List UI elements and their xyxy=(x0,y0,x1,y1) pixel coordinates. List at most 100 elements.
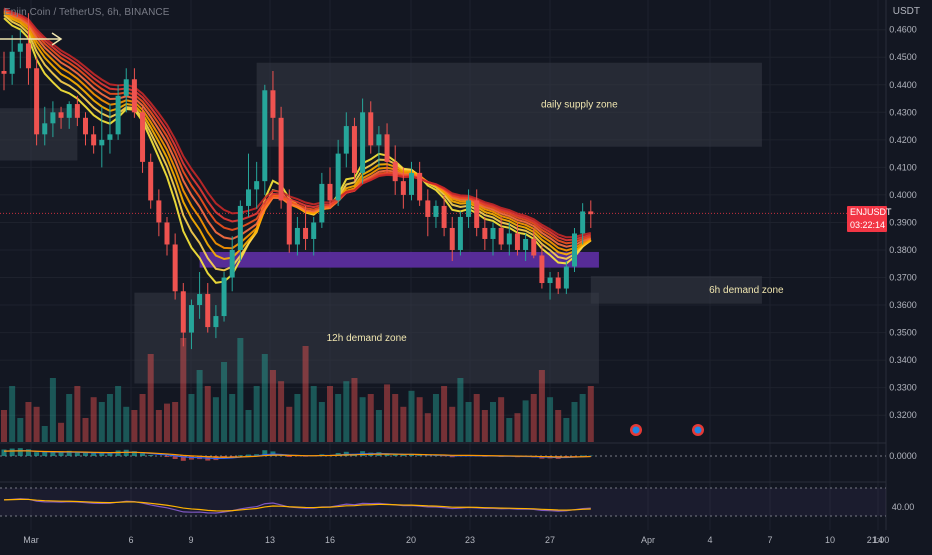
candle-body xyxy=(42,123,47,134)
candle-body xyxy=(442,206,447,228)
candle-body xyxy=(466,200,471,217)
candle-body xyxy=(10,52,15,74)
x-axis-tick-label: Apr xyxy=(641,535,655,545)
candle-body xyxy=(205,294,210,327)
candle-body xyxy=(303,228,308,239)
volume-bar xyxy=(9,386,15,442)
volume-bar xyxy=(449,407,455,442)
candle-body xyxy=(262,90,267,181)
x-axis-tick-label: Mar xyxy=(23,535,39,545)
candle-body xyxy=(91,134,96,145)
candle-body xyxy=(18,43,23,51)
candle-body xyxy=(230,250,235,278)
volume-bar xyxy=(17,418,23,442)
volume-bar xyxy=(514,413,520,442)
candle-body xyxy=(499,228,504,245)
volume-bar xyxy=(531,394,537,442)
candle-body xyxy=(197,294,202,305)
candle-body xyxy=(507,233,512,244)
y-axis-tick-label: 0.3900 xyxy=(889,217,917,227)
volume-bar xyxy=(539,370,545,442)
volume-bar xyxy=(188,394,194,442)
candle-body xyxy=(50,112,55,123)
candle-body xyxy=(83,118,88,135)
x-axis-tick-label: 23 xyxy=(465,535,475,545)
volume-bar xyxy=(34,407,40,442)
candle-body xyxy=(531,239,536,256)
volume-bar xyxy=(433,394,439,442)
oscillator-histogram-bar xyxy=(2,450,7,456)
oscillator-histogram-bar xyxy=(401,455,406,456)
candle-body xyxy=(425,200,430,217)
candle-body xyxy=(515,233,520,250)
purple-zone xyxy=(200,252,599,268)
volume-bar xyxy=(99,402,105,442)
candle-body xyxy=(189,305,194,333)
candle-body xyxy=(588,211,593,214)
y-axis-tick-label: 0.4200 xyxy=(889,135,917,145)
volume-bar xyxy=(58,423,64,442)
candle-body xyxy=(336,154,341,201)
candle-body xyxy=(222,278,227,317)
volume-bar xyxy=(213,397,219,442)
candle-body xyxy=(116,96,121,135)
y-axis-tick-label: 0.3700 xyxy=(889,273,917,283)
price-zone xyxy=(257,63,762,147)
candle-body xyxy=(181,291,186,332)
x-axis-tick-label: 9 xyxy=(188,535,193,545)
candle-body xyxy=(385,134,390,162)
candle-body xyxy=(213,316,218,327)
volume-bar xyxy=(237,338,243,442)
volume-bar xyxy=(441,386,447,442)
zone-label: 6h demand zone xyxy=(709,285,784,296)
y-axis-tick-label: 0.3200 xyxy=(889,410,917,420)
oscillator-axis-label: 0.0000 xyxy=(889,451,917,461)
candle-body xyxy=(148,162,153,201)
candle-body xyxy=(107,134,112,140)
candle-body xyxy=(279,118,284,201)
zone-label: daily supply zone xyxy=(541,100,618,111)
volume-bar xyxy=(490,402,496,442)
volume-bar xyxy=(83,418,89,442)
candle-body xyxy=(99,140,104,146)
volume-bar xyxy=(466,402,472,442)
y-axis-tick-label: 0.4100 xyxy=(889,162,917,172)
volume-bar xyxy=(180,338,186,442)
price-tag-symbol: ENJUSDT xyxy=(847,206,887,219)
volume-bar xyxy=(270,370,276,442)
y-axis-tick-label: 0.3800 xyxy=(889,245,917,255)
volume-bar xyxy=(588,386,594,442)
volume-bar xyxy=(254,386,260,442)
candle-body xyxy=(165,222,170,244)
candle-body xyxy=(238,206,243,250)
volume-bar xyxy=(115,386,121,442)
y-axis-tick-label: 0.3600 xyxy=(889,300,917,310)
candle-body xyxy=(393,162,398,181)
volume-bar xyxy=(482,410,488,442)
candle-body xyxy=(124,79,129,96)
candle-body xyxy=(34,68,39,134)
y-axis-tick-label: 0.4000 xyxy=(889,190,917,200)
candle-body xyxy=(474,200,479,228)
volume-bar xyxy=(409,391,415,442)
oscillator-histogram-bar xyxy=(246,455,251,456)
y-axis-tick-label: 0.4400 xyxy=(889,80,917,90)
y-axis-tick-label: 0.4600 xyxy=(889,25,917,35)
event-marker-inner xyxy=(695,427,702,434)
volume-bar xyxy=(156,410,162,442)
x-axis-tick-label: 16 xyxy=(325,535,335,545)
candle-body xyxy=(246,189,251,206)
candle-body xyxy=(401,181,406,195)
candle-body xyxy=(67,104,72,118)
volume-bar xyxy=(351,378,357,442)
oscillator-histogram-bar xyxy=(148,455,153,456)
volume-bar xyxy=(131,410,137,442)
volume-bar xyxy=(229,394,235,442)
y-axis-tick-label: 0.3300 xyxy=(889,383,917,393)
candle-body xyxy=(491,228,496,239)
candle-body xyxy=(548,278,553,284)
volume-bar xyxy=(392,394,398,442)
volume-bar xyxy=(42,426,48,442)
